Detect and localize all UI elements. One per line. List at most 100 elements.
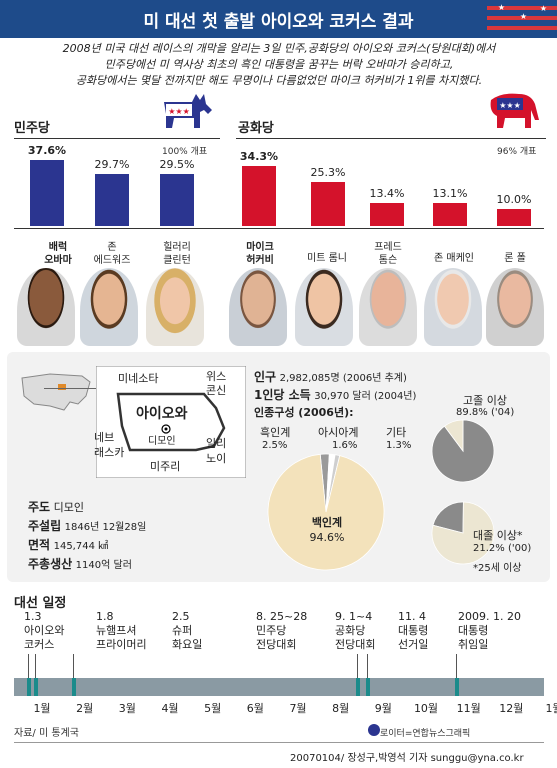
- timeline-marker: [27, 678, 32, 696]
- stat-founded: 주설립 1846년 12월28일: [28, 519, 147, 533]
- cand-paul: 론 폴: [504, 253, 526, 264]
- cand-obama: 배럭 오바마: [44, 242, 72, 266]
- source-note: 자료/ 미 통계국: [14, 728, 79, 739]
- timeline-month: 2월: [76, 702, 94, 715]
- stat-area: 면적 145,744 ㎢: [28, 538, 109, 552]
- bar-value-label: 29.5%: [159, 158, 195, 172]
- timeline-event: 9. 1~4 공화당 전당대회: [335, 610, 376, 651]
- timeline-month: 1월: [33, 702, 51, 715]
- bar-value-label: 10.0%: [496, 192, 532, 206]
- race-label-other: 기타: [386, 426, 407, 439]
- label-des-moines: 디모인: [148, 436, 176, 447]
- dem-turnout: 100% 개표: [162, 147, 208, 157]
- timeline-connector: [28, 654, 30, 680]
- bar-0: [30, 160, 64, 226]
- timeline-event: 2009. 1. 20 대통령 취임일: [458, 610, 521, 651]
- star-icon: ★: [519, 12, 527, 21]
- label-illinois: 일리 노이: [206, 437, 227, 465]
- timeline-title: 대선 일정: [14, 596, 67, 611]
- race-pie: [267, 453, 385, 571]
- bar-1: [311, 181, 345, 226]
- bar-3: [433, 203, 467, 226]
- graphic-credit: 로이터=연합뉴스그래픽: [380, 729, 471, 739]
- cand-romney: 미트 롬니: [307, 253, 347, 264]
- stat-capital: 주도 디모인: [28, 500, 84, 514]
- label-minnesota: 미네소타: [118, 372, 159, 385]
- timeline-event: 2.5 슈퍼 화요일: [172, 610, 203, 651]
- bar-value-label: 25.3%: [310, 165, 346, 179]
- thompson-photo: [359, 268, 417, 346]
- stat-income: 1인당 소득 30,970 달러 (2004년): [254, 388, 417, 402]
- byline: 20070104/ 장성구,박영석 기자 sunggu@yna.co.kr: [290, 753, 524, 764]
- timeline-month: 3월: [118, 702, 136, 715]
- pie-slice-1: [443, 419, 464, 453]
- timeline-connector: [35, 654, 37, 680]
- svg-text:★★★: ★★★: [168, 107, 190, 116]
- gop-turnout: 96% 개표: [497, 147, 537, 157]
- col-footnote: *25세 이상: [473, 563, 522, 574]
- iowa-map: [96, 366, 246, 478]
- cand-huckabee: 마이크 허커비: [246, 242, 274, 266]
- label-iowa: 아이오와: [136, 406, 188, 422]
- timeline-month: 12월: [499, 702, 524, 715]
- bar-2: [160, 174, 194, 226]
- stat-gdp: 주총생산 1140억 달러: [28, 557, 132, 571]
- timeline-marker: [355, 678, 360, 696]
- timeline-event: 11. 4 대통령 선거일: [398, 610, 429, 651]
- clinton-photo: [146, 268, 204, 346]
- race-label-black: 흑인계: [260, 426, 291, 439]
- timeline-month: 9월: [374, 702, 392, 715]
- race-pct-other: 1.3%: [386, 440, 412, 451]
- timeline-event: 1.8 뉴햄프셔 프라이머리: [96, 610, 147, 651]
- star-icon: ★: [539, 4, 547, 13]
- gop-title: 공화당: [238, 121, 274, 136]
- timeline-month: 6월: [246, 702, 264, 715]
- elephant-icon: ★★★: [490, 93, 539, 128]
- intro-text: 2008년 미국 대선 레이스의 개막을 알리는 3일 민주,공화당의 아이오와…: [62, 42, 496, 87]
- timeline-connector: [356, 654, 358, 680]
- pie-slice-1: [431, 501, 495, 565]
- timeline-bar: [14, 678, 544, 696]
- yonhap-logo-icon: [368, 724, 380, 736]
- college-pie: [431, 501, 495, 565]
- star-icon: ★: [497, 3, 505, 12]
- hs-value: 89.8% ('04): [456, 407, 515, 418]
- stat-population: 인구 2,982,085명 (2006년 추계): [254, 370, 407, 384]
- timeline-connector: [72, 654, 74, 680]
- us-locator-map: [21, 373, 91, 411]
- edwards-photo: [80, 268, 138, 346]
- stat-race-title: 인종구성 (2006년):: [254, 406, 354, 419]
- race-pct-asian: 1.6%: [332, 440, 358, 451]
- cand-clinton: 힐러리 클린턴: [163, 242, 191, 266]
- timeline-marker: [455, 678, 460, 696]
- timeline-month: 1월: [545, 702, 557, 715]
- bar-1: [95, 174, 129, 226]
- cand-edwards: 존 에드워즈: [93, 242, 131, 266]
- bar-2: [370, 202, 404, 226]
- hs-label: 고졸 이상: [463, 394, 507, 407]
- timeline-month: 8월: [332, 702, 350, 715]
- timeline-event: 8. 25~28 민주당 전당대회: [256, 610, 308, 651]
- mccain-photo: [424, 268, 482, 346]
- race-label-asian: 아시아계: [318, 426, 359, 439]
- huckabee-photo: [229, 268, 287, 346]
- col-label: 대졸 이상*: [473, 529, 523, 542]
- title-bar: ★ ★ ★: [0, 0, 557, 38]
- label-missouri: 미주리: [150, 460, 181, 473]
- pie-slice-0: [432, 501, 464, 534]
- timeline-month: 5월: [204, 702, 222, 715]
- page-title: 미 대선 첫 출발 아이오와 코커스 결과: [143, 12, 414, 32]
- dem-title: 민주당: [14, 121, 50, 136]
- cand-thompson: 프레드 톰슨: [374, 242, 402, 266]
- svg-text:★★★: ★★★: [499, 101, 521, 110]
- donkey-icon: ★★★: [164, 94, 212, 128]
- race-pct-black: 2.5%: [262, 440, 288, 451]
- bar-value-label: 13.1%: [432, 187, 468, 201]
- bar-4: [497, 208, 531, 226]
- paul-photo: [486, 268, 544, 346]
- timeline-month: 4월: [161, 702, 179, 715]
- pie-slice-3: [267, 453, 385, 571]
- race-label-white: 백인계: [311, 516, 343, 529]
- bar-value-label: 34.3%: [239, 149, 279, 163]
